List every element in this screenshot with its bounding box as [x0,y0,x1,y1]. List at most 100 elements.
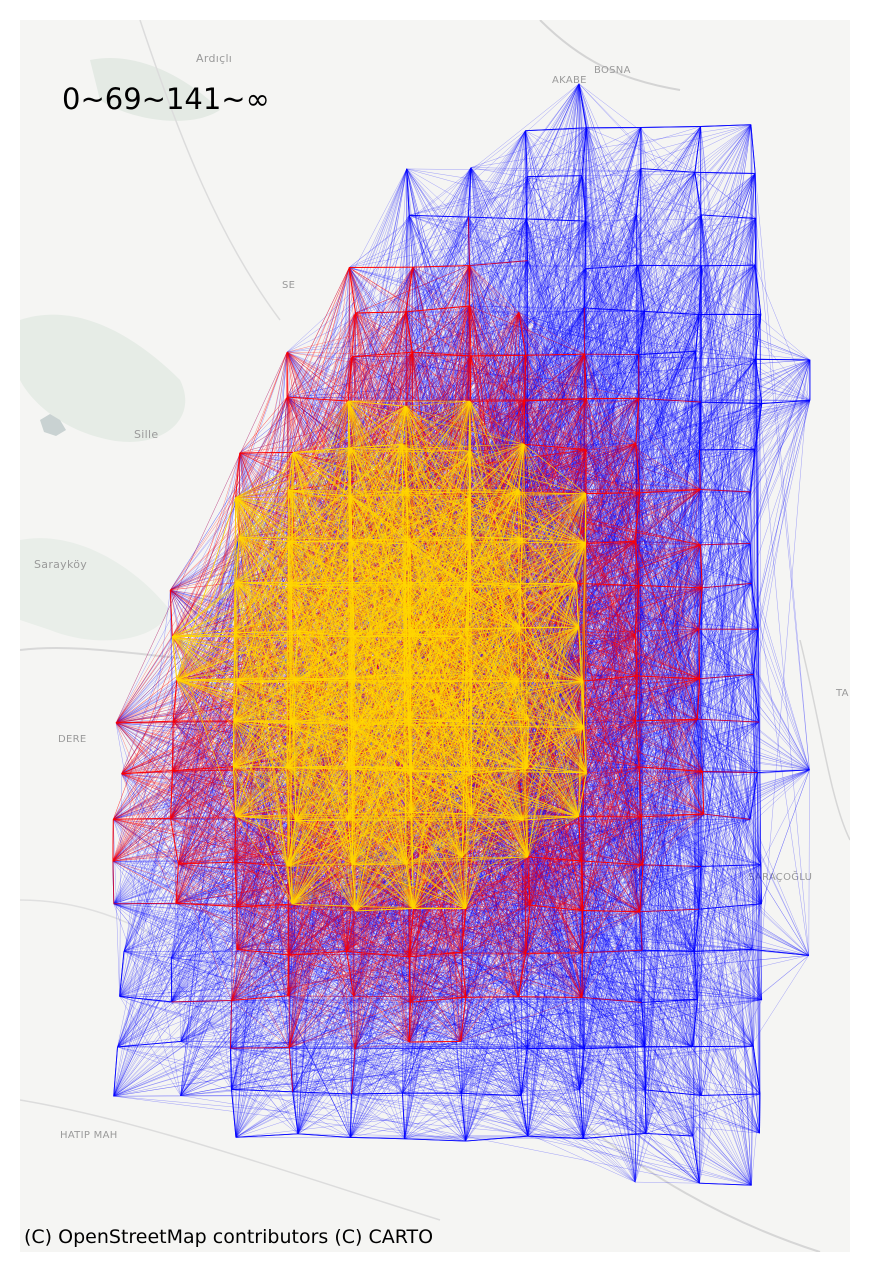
road [579,1119,821,1252]
flow-line [471,673,645,1047]
flow-line [520,1089,580,1096]
flow-line [178,863,410,1043]
flow-line [584,354,759,630]
flow-line [586,398,698,720]
flow-line [640,168,761,315]
flow-line [640,168,754,1047]
flow-line [410,1002,580,1090]
flow-line [582,172,696,682]
flow-line [699,265,702,490]
flow-line [170,721,760,819]
flow-line [468,216,760,723]
flow-line [469,400,701,490]
flow-line [355,260,528,314]
flow-line [113,903,289,956]
road [799,639,850,841]
flow-line [236,949,702,1096]
flow-line [412,267,471,402]
greenery-area [20,538,170,641]
flow-line [635,1181,700,1184]
flow-line [180,904,530,1042]
flow-line [582,680,636,722]
flow-line [751,1094,761,1186]
flow-line [170,130,526,591]
flow-line [519,265,702,628]
flow-line [581,720,636,953]
flow-line [112,860,466,1142]
flow-line [469,265,760,1134]
flow-line [637,629,699,677]
flow-line [117,1046,528,1049]
flow-line [470,127,587,168]
flow-line [525,727,584,954]
flow-line [117,721,760,1048]
flow-line [351,314,700,357]
flow-line [469,265,810,361]
flow-line [171,861,235,1003]
flow-line [702,771,760,1134]
flow-line [180,583,752,1042]
flow-line [113,682,238,1097]
flow-line [286,127,587,398]
map-frame[interactable]: Ardıçlı BOSNA AKABE SE Sille Sarayköy TA… [20,20,850,1252]
flow-line [582,489,701,911]
flow-line [287,956,410,997]
flow-line [412,260,528,268]
flow-line [584,307,698,720]
flow-line [581,629,700,862]
flow-line [699,489,762,904]
flow-line [583,1138,700,1184]
flow-line [582,910,760,1134]
place-label-bosna: BOSNA [594,65,631,76]
flow-line [583,816,642,1139]
flow-line [408,215,520,490]
flow-line [581,719,698,953]
flow-line [410,1002,466,1142]
flow-line [583,218,757,1139]
flow-line [231,1000,694,1137]
flow-line [581,351,696,998]
road [139,20,281,321]
flow-line [351,356,701,403]
flow-line [695,351,700,910]
flow-line [230,1047,694,1137]
flow-line [518,312,636,542]
flow-line [640,168,760,723]
road [539,20,681,91]
flow-line [469,265,704,815]
flow-line [113,819,172,1002]
flow-line [701,214,751,820]
flow-line [583,541,636,1139]
flow-line [175,903,583,911]
flow-line [692,543,751,1047]
flow-line [460,403,763,1094]
place-label-saraykoy: Sarayköy [34,558,88,571]
flow-line [354,813,472,1050]
flow-line [460,951,695,1042]
flow-line [585,493,703,588]
flow-line [638,354,758,773]
flow-line [349,267,639,355]
flow-line [699,265,756,450]
flow-line [579,402,702,1090]
flow-line [637,674,754,677]
flow-line [121,773,354,997]
flow-line [230,359,756,1049]
flow-line [529,904,645,1047]
flow-line [635,443,642,817]
flow-line [637,265,693,1047]
flow-line [702,771,752,1186]
place-label-sille: Sille [134,428,159,441]
flow-line [526,176,586,544]
flow-line [180,536,240,1096]
flow-line [644,311,696,352]
flow-line [287,866,585,1049]
flow-line [470,450,754,675]
place-label-ta: TA [836,688,849,699]
place-label-dere: DERE [58,734,87,745]
flow-line [579,951,695,1090]
flow-line [287,903,762,997]
flow-line [233,766,293,1092]
flow-line [638,214,702,355]
flow-line [286,355,472,398]
